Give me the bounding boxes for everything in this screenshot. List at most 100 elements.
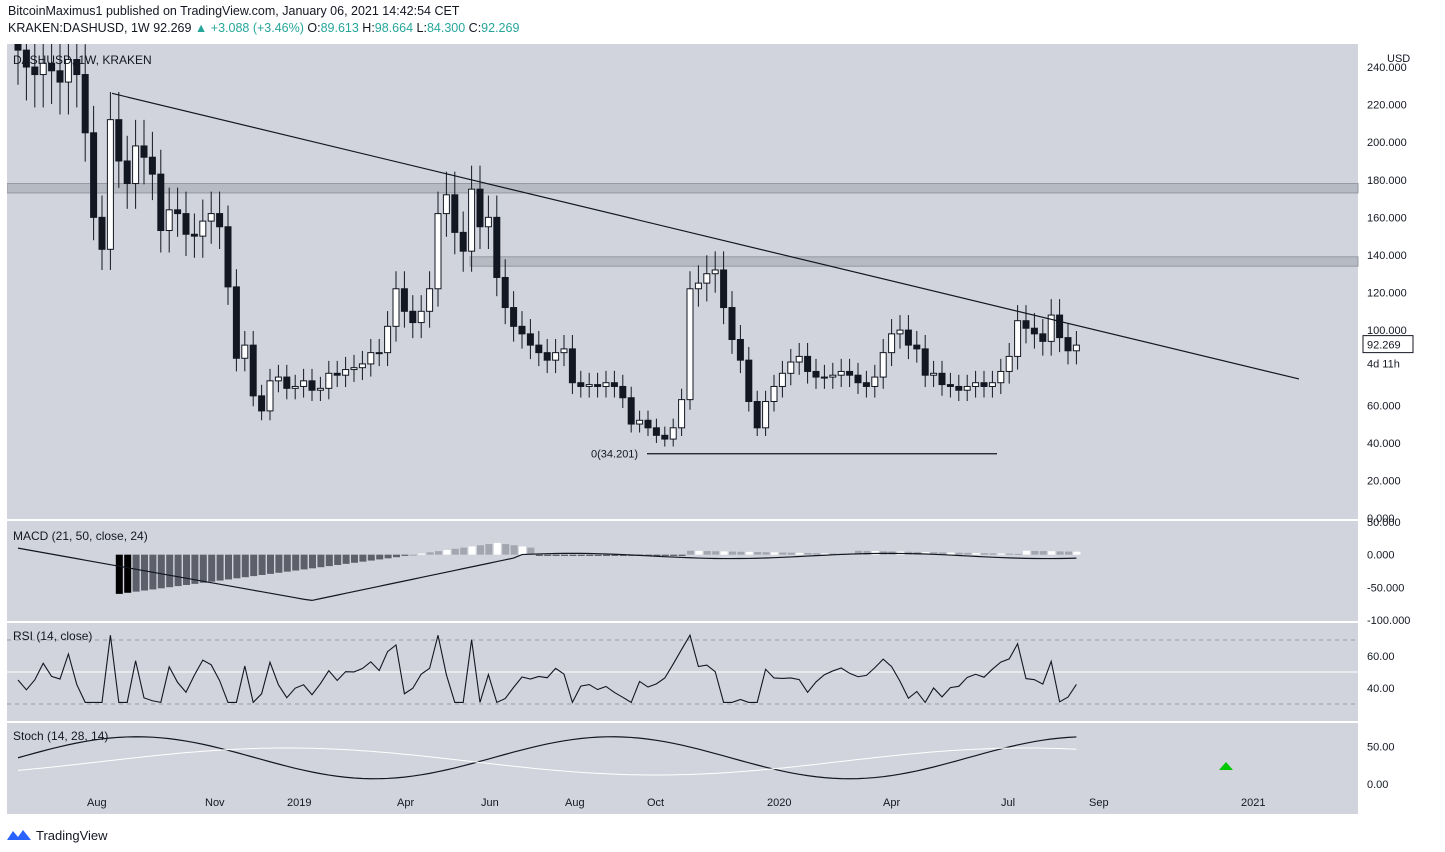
candle-body <box>249 344 257 397</box>
macd-histogram-bar <box>855 550 862 555</box>
candle-body <box>300 380 308 387</box>
macd-histogram-bar <box>611 554 619 556</box>
macd-histogram-bar <box>1048 551 1056 555</box>
candle-body <box>879 352 887 378</box>
macd-histogram-bar <box>804 553 812 555</box>
rsi-title: RSI (14, close) <box>13 629 92 643</box>
macd-histogram-bar <box>233 554 241 579</box>
low-value: 84.300 <box>426 21 466 35</box>
resistance-zone <box>469 256 1359 267</box>
footer-brand[interactable]: TradingView <box>6 824 108 846</box>
rsi-pane[interactable] <box>7 633 1358 705</box>
candle-body <box>1039 333 1047 342</box>
price-change: +3.088 (+3.46%) <box>210 21 304 35</box>
candle-body <box>342 369 350 376</box>
candle-body <box>753 401 761 429</box>
macd-histogram-bar <box>183 554 190 585</box>
macd-histogram-bar <box>485 544 493 555</box>
macd-histogram-bar <box>283 554 291 572</box>
candle-body <box>224 226 232 288</box>
macd-histogram-bar <box>191 554 199 584</box>
candle-body <box>81 74 89 134</box>
candle-body <box>644 419 652 429</box>
resistance-zone <box>6 183 1359 194</box>
macd-histogram-bar <box>342 554 350 564</box>
macd-histogram-bar <box>939 552 946 555</box>
time-tick-label: 2021 <box>1241 797 1265 809</box>
macd-histogram-bar <box>124 554 132 593</box>
macd-histogram-bar <box>964 552 972 555</box>
price-tick-label: 120.000 <box>1367 288 1407 300</box>
macd-histogram-bar <box>351 554 358 563</box>
candle-body <box>1014 320 1022 357</box>
candle-body <box>694 282 702 290</box>
candle-body <box>451 194 459 233</box>
stoch-pane[interactable] <box>17 736 1233 780</box>
macd-histogram-bar <box>544 554 552 556</box>
high-label: H: <box>362 21 375 35</box>
open-label: O: <box>307 21 321 35</box>
macd-histogram-bar <box>577 554 585 556</box>
last-price: 92.269 <box>153 21 192 35</box>
candle-body <box>1056 314 1064 339</box>
candle-body <box>333 372 341 376</box>
rsi-tick-label: 40.00 <box>1367 683 1395 695</box>
price-axis <box>1358 44 1438 814</box>
macd-histogram-bar <box>376 554 384 560</box>
candle-body <box>1072 344 1080 352</box>
candle-body <box>585 384 593 387</box>
price-tick-label: 200.000 <box>1367 137 1407 149</box>
macd-histogram-bar <box>510 545 518 555</box>
candle-body <box>812 370 820 378</box>
candle-body <box>711 269 719 275</box>
candle-body <box>241 344 249 359</box>
chart-svg[interactable]: 0.00020.00040.00060.00080.000100.000120.… <box>6 6 1438 814</box>
candle-body <box>484 216 492 228</box>
candle-body <box>568 348 576 384</box>
macd-pane[interactable] <box>17 542 1081 602</box>
price-tick-label: 140.000 <box>1367 250 1407 262</box>
countdown-box <box>1363 354 1409 372</box>
candle-body <box>442 194 450 215</box>
macd-histogram-bar <box>863 550 871 555</box>
drawing-overlays <box>111 92 1300 455</box>
candle-body <box>31 66 39 76</box>
macd-histogram-bar <box>275 554 283 573</box>
candle-body <box>98 216 106 250</box>
macd-histogram-bar <box>1065 551 1072 555</box>
candle-body <box>560 348 568 354</box>
macd-histogram-bar <box>166 554 174 588</box>
last-price-label: 92.269 <box>1367 340 1401 352</box>
candle-body <box>913 344 921 350</box>
stoch-title: Stoch (14, 28, 14) <box>13 729 108 743</box>
candle-body <box>493 216 501 278</box>
candle-body <box>308 380 316 391</box>
macd-histogram-bar <box>670 554 678 556</box>
candle-body <box>636 419 644 425</box>
candle-body <box>610 382 618 387</box>
candle-body <box>375 352 383 355</box>
macd-histogram-bar <box>762 552 770 555</box>
macd-histogram-bar <box>703 551 711 555</box>
macd-histogram-bar <box>796 552 804 555</box>
price-tick-label: 20.000 <box>1367 475 1401 487</box>
close-label: C: <box>468 21 482 35</box>
chart-area[interactable]: 0.00020.00040.00060.00080.000100.000120.… <box>6 6 1438 814</box>
publish-info: published on TradingView.com, January 06… <box>105 4 460 18</box>
macd-histogram-bar <box>1014 553 1022 555</box>
macd-histogram-bar <box>1031 550 1039 555</box>
candle-body <box>686 288 694 401</box>
candles[interactable] <box>14 6 1080 447</box>
macd-histogram-bar <box>359 554 367 562</box>
time-tick-label: Aug <box>565 797 585 809</box>
candle-body <box>115 119 123 162</box>
macd-histogram-bar <box>787 552 795 555</box>
price-tick-label: 100.000 <box>1367 325 1407 337</box>
last-price-box <box>1362 335 1414 354</box>
time-tick-label: Sep <box>1089 797 1109 809</box>
support-label: 0(34.201) <box>591 449 638 461</box>
candle-body <box>846 370 854 376</box>
publisher-name[interactable]: BitcoinMaximus1 <box>8 4 103 18</box>
macd-histogram-bar <box>468 546 476 555</box>
candle-body <box>174 209 182 215</box>
